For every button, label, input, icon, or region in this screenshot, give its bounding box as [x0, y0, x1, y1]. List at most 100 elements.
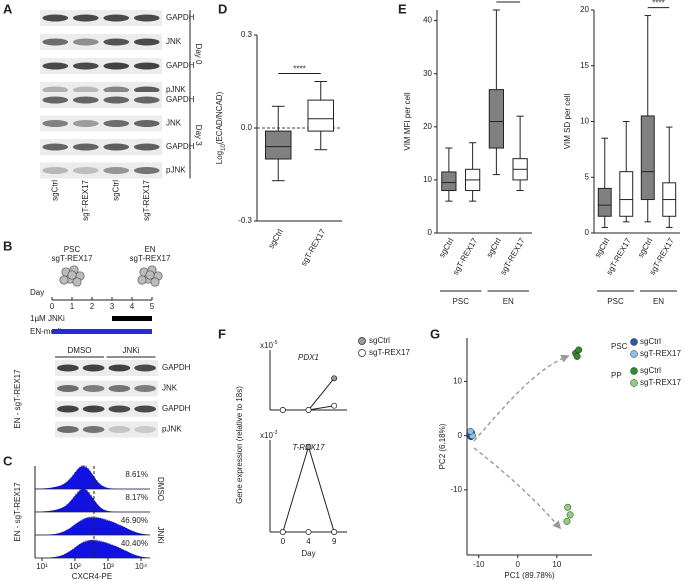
row-label: GAPDH: [166, 61, 195, 70]
point: [564, 503, 572, 511]
day-tick: 4: [130, 302, 135, 311]
stage-label: sgT-REX17: [130, 254, 171, 263]
point: [575, 346, 583, 354]
y-tick-label: 40: [423, 16, 432, 25]
x-tick-label: 9: [332, 537, 337, 546]
day-tick: 2: [90, 302, 95, 311]
blot-band: [133, 143, 160, 151]
y-tick-label: 0: [458, 431, 463, 440]
legend-group: PP: [611, 371, 622, 380]
stage-label: EN: [144, 245, 155, 254]
legend-label: sgCtrl: [640, 366, 661, 375]
group-label: EN: [503, 297, 514, 306]
point: [279, 529, 286, 535]
x-tick-label: sgT-REX17: [451, 236, 480, 276]
gene-title: PDX1: [298, 353, 319, 362]
blot-band: [133, 120, 160, 127]
panel-label: G: [430, 326, 440, 341]
series-line: [282, 377, 335, 411]
box: [640, 115, 655, 201]
legend-label: sgT-REX17: [369, 348, 410, 357]
y-tick-label: -10: [450, 485, 462, 494]
label-part: x10: [260, 341, 273, 350]
group-label: PSC: [607, 297, 624, 306]
legend-swatch: [630, 338, 638, 346]
blot-strip: [55, 380, 158, 397]
x-tick-label: 10⁴: [135, 562, 148, 571]
trajectory-arrow: [473, 354, 570, 442]
label-part: (ECAD/NCAD): [215, 91, 224, 144]
point: [305, 407, 312, 413]
lane-label: sgCtrl: [111, 180, 120, 201]
x-tick-label: sgCtrl: [437, 236, 455, 259]
legend-swatch: [630, 367, 638, 375]
row-label: JNK: [166, 37, 182, 46]
blot-band: [134, 426, 156, 433]
blot-band: [103, 143, 130, 151]
row-label: pJNK: [166, 166, 186, 175]
panel-label: E: [398, 1, 407, 16]
blot-band: [42, 167, 69, 174]
y-tick-label: 10: [580, 117, 589, 126]
blot-band: [72, 38, 99, 46]
blot-band: [133, 38, 160, 46]
legend-label: sgT-REX17: [640, 349, 681, 358]
blot-strip: [55, 401, 158, 417]
y-tick-label: 10: [423, 175, 432, 184]
point: [305, 443, 312, 450]
row-label: JNK: [162, 384, 178, 393]
label-part: x10: [260, 431, 273, 440]
lane-label: sgCtrl: [50, 180, 59, 201]
significance: ****: [652, 0, 664, 8]
blot-strip: [40, 34, 162, 50]
group-label: EN: [653, 297, 664, 306]
y-tick-label: 20: [580, 5, 589, 14]
y-tick-label: 0.3: [241, 30, 253, 39]
blot-band: [103, 14, 130, 22]
row-label: JNK: [166, 119, 182, 128]
blot-strip: [55, 421, 158, 438]
scale-label: x10-3: [260, 430, 278, 440]
cell: [137, 275, 147, 285]
series-line: [282, 445, 335, 533]
point: [279, 407, 286, 413]
y-tick-label: 0: [428, 228, 433, 237]
blot-band: [103, 86, 130, 94]
blot-band: [108, 364, 131, 372]
blot-strip: [40, 139, 162, 155]
blot-band: [134, 385, 156, 392]
label-part: 10: [221, 144, 227, 151]
y-axis-label: Log10(ECAD/NCAD): [215, 91, 226, 164]
point: [331, 402, 338, 409]
axis-label: Day: [30, 288, 44, 297]
blot-band: [42, 120, 69, 127]
blot-strip: [40, 115, 162, 132]
day-tick: 1: [70, 302, 75, 311]
condition-label: DMSO: [156, 477, 165, 501]
legend-swatch: [630, 379, 638, 387]
y-tick-label: 5: [585, 172, 590, 181]
row-label: pJNK: [166, 85, 186, 94]
x-tick-label: 10³: [102, 562, 114, 571]
blot-band: [72, 120, 99, 127]
x-tick-label: -10: [473, 560, 485, 569]
x-tick-label: 0: [281, 537, 286, 546]
lane-label: sgT-REX17: [81, 179, 90, 220]
y-tick-label: 0.0: [241, 123, 253, 132]
blot-band: [103, 167, 130, 174]
blot-strip: [55, 360, 158, 376]
side-label: EN - sgT-REX17: [13, 369, 22, 429]
y-axis-label: VIM SD per cell: [563, 93, 572, 149]
day-tick: 3: [110, 302, 115, 311]
percentage: 8.61%: [125, 470, 148, 479]
blot-band: [108, 426, 131, 433]
day-tick: 5: [150, 302, 155, 311]
percentage: 46.90%: [121, 516, 148, 525]
day-label: Day 0: [194, 44, 203, 65]
side-label: EN - sgT-REX17: [13, 482, 22, 542]
blot-band: [57, 426, 79, 433]
y-axis-label: VIM MFI per cell: [403, 92, 412, 150]
blot-band: [72, 167, 99, 174]
legend-label: sgCtrl: [369, 336, 390, 345]
